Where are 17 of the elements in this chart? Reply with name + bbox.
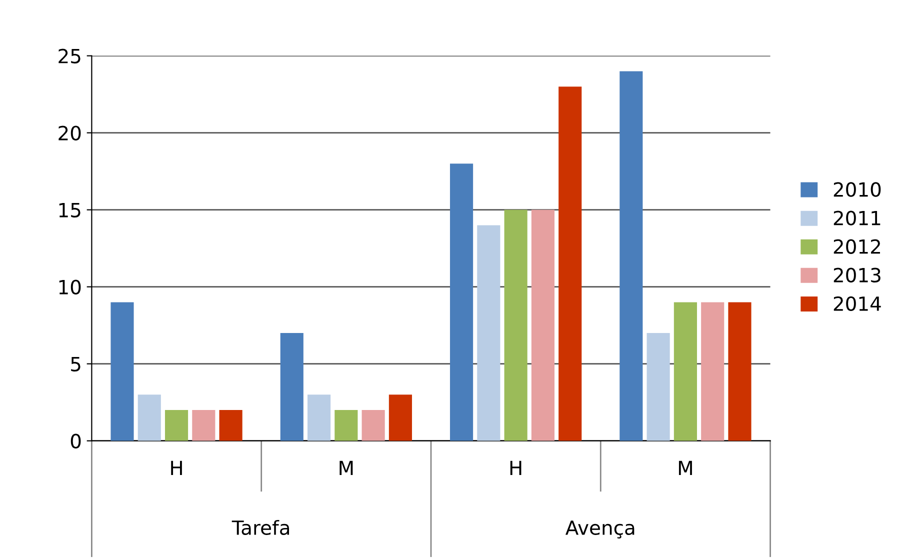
x-tick-label: H [510, 460, 522, 476]
x-tick-label: H [171, 460, 182, 476]
y-tick-label: 20 [58, 126, 81, 140]
text: Avença [566, 520, 634, 538]
legend-label: 2014 [834, 296, 881, 312]
y-tick-label: 10 [59, 280, 81, 294]
y-tick-label: 15 [59, 203, 80, 218]
legend-label: 2011 [834, 210, 880, 226]
legend-label: 2013 [834, 268, 880, 282]
y-tick-label: 0 [70, 434, 81, 448]
x-tick-label: M [340, 460, 353, 476]
x-tick-label: M [678, 460, 692, 476]
y-tick-label: 25 [58, 48, 80, 64]
y-tick-label: 5 [71, 357, 80, 372]
legend-label: 2012 [834, 239, 880, 254]
legend-label: 2010 [834, 182, 881, 197]
text: Tarefa [232, 520, 290, 536]
